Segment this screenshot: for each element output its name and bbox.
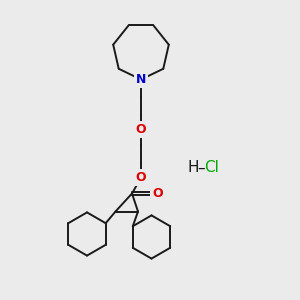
Text: Cl: Cl: [204, 160, 219, 175]
Text: O: O: [152, 187, 163, 200]
Text: H: H: [188, 160, 199, 175]
Text: –: –: [197, 160, 205, 175]
Text: O: O: [136, 123, 146, 136]
Text: O: O: [136, 171, 146, 184]
Text: N: N: [136, 73, 146, 86]
